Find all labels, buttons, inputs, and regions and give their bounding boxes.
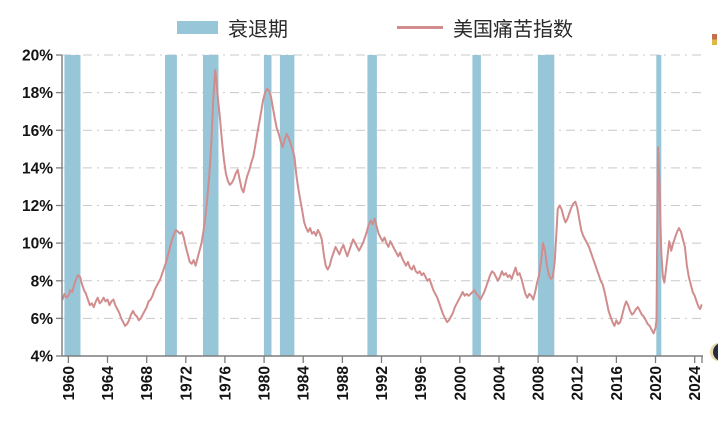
x-tick-label: 2004 bbox=[492, 366, 509, 401]
legend-item-misery-index: 美国痛苦指数 bbox=[397, 12, 573, 42]
x-tick-label: 1984 bbox=[296, 366, 313, 401]
recession-band bbox=[203, 55, 219, 356]
x-tick-label: 2000 bbox=[452, 366, 469, 400]
recession-band bbox=[367, 55, 377, 356]
x-tick-label: 1968 bbox=[139, 366, 156, 401]
recession-band bbox=[537, 55, 555, 356]
x-tick-label: 1996 bbox=[413, 366, 430, 401]
x-tick-label: 1992 bbox=[374, 366, 391, 400]
chart-legend: 衰退期 美国痛苦指数 bbox=[0, 12, 718, 42]
edge-artifacts bbox=[710, 34, 718, 362]
y-tick-label: 20% bbox=[22, 48, 53, 65]
recession-band bbox=[64, 55, 81, 356]
misery-index-legend-label: 美国痛苦指数 bbox=[453, 18, 573, 41]
gridlines bbox=[62, 54, 703, 319]
recession-band bbox=[263, 55, 272, 356]
cropped-artifact-top-icon bbox=[712, 34, 717, 40]
x-tick-label: 1988 bbox=[335, 366, 352, 401]
recession-band-swatch bbox=[177, 20, 218, 34]
x-tick-label: 2024 bbox=[687, 366, 704, 401]
y-tick-label: 10% bbox=[22, 236, 53, 253]
legend-item-recession: 衰退期 bbox=[177, 12, 288, 42]
y-tick-label: 14% bbox=[22, 160, 53, 177]
recession-band bbox=[279, 55, 295, 356]
x-tick-label: 2020 bbox=[648, 366, 665, 400]
recession-band bbox=[472, 55, 481, 356]
y-tick-label: 12% bbox=[22, 198, 53, 215]
y-tick-label: 6% bbox=[31, 311, 54, 328]
x-tick-label: 1964 bbox=[100, 366, 117, 401]
x-tick-label: 1980 bbox=[257, 366, 274, 400]
misery-index-line-swatch bbox=[397, 25, 443, 29]
axes: 4% 6% 8% 10% 12% 14% 16% 18% 20% 1960 1964 1968 1972… bbox=[22, 48, 704, 401]
cropped-badge-icon bbox=[713, 343, 718, 361]
x-tick-label: 2012 bbox=[570, 366, 587, 400]
recession-legend-label: 衰退期 bbox=[228, 18, 288, 41]
misery-index-line bbox=[61, 69, 703, 335]
x-tick-label: 1960 bbox=[61, 366, 78, 400]
y-tick-label: 4% bbox=[31, 349, 54, 366]
recession-band bbox=[656, 55, 662, 356]
y-tick-label: 8% bbox=[31, 273, 54, 290]
x-tick-label: 1976 bbox=[217, 366, 234, 401]
y-tick-label: 18% bbox=[22, 85, 53, 102]
y-tick-label: 16% bbox=[22, 123, 53, 140]
recession-bands bbox=[64, 55, 662, 356]
x-tick-label: 2008 bbox=[531, 366, 548, 401]
x-tick-label: 1972 bbox=[178, 366, 195, 400]
cropped-artifact-top-icon bbox=[712, 39, 717, 45]
recession-band bbox=[165, 55, 177, 356]
x-tick-label: 2016 bbox=[609, 366, 626, 401]
